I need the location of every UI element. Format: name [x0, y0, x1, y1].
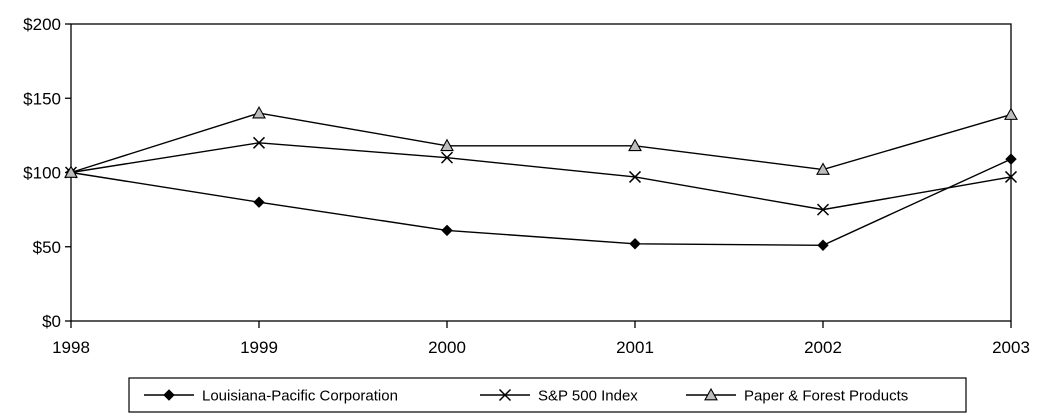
x-tick-label: 2002	[804, 338, 842, 357]
series-line	[70, 142, 1012, 211]
legend-entry: S&P 500 Index	[480, 388, 638, 405]
x-tick-label: 2001	[616, 338, 654, 357]
data-point	[253, 196, 265, 208]
legend: Louisiana-Pacific Corporation S&P 500 Ind…	[128, 377, 967, 413]
y-axis-ticks: $0 $50 $100 $150 $200	[23, 15, 71, 331]
data-point	[64, 165, 78, 178]
data-point	[1005, 153, 1017, 165]
x-tick-label: 2003	[992, 338, 1030, 357]
data-point	[816, 203, 830, 216]
series-line	[70, 112, 1012, 174]
data-point	[1004, 170, 1018, 183]
y-tick-label: $0	[42, 312, 61, 331]
data-point	[628, 170, 642, 183]
data-point	[628, 138, 642, 152]
data-point	[440, 151, 454, 164]
y-tick-label: $50	[33, 238, 61, 257]
x-tick-label: 2000	[428, 338, 466, 357]
x-tick-label: 1998	[52, 338, 90, 357]
data-point	[629, 238, 641, 250]
y-tick-label: $150	[23, 89, 61, 108]
y-tick-label: $100	[23, 164, 61, 183]
series-x	[64, 136, 1018, 216]
data-point	[1004, 107, 1018, 120]
series-line	[70, 158, 1012, 246]
legend-entry: Paper & Forest Products	[686, 388, 908, 405]
data-point	[441, 224, 453, 237]
data-point	[252, 105, 266, 119]
legend-marker	[498, 388, 512, 402]
data-point	[816, 162, 830, 175]
legend-marker	[163, 389, 175, 401]
series-diamond	[65, 153, 1017, 251]
x-tick-label: 1999	[240, 338, 278, 357]
data-point	[817, 239, 829, 251]
data-point	[440, 138, 454, 152]
axes	[70, 23, 1012, 322]
data-point	[252, 136, 266, 149]
x-axis-ticks: 1998 1999 2000 2001 2002 2003	[52, 321, 1030, 357]
legend-marker	[704, 387, 718, 401]
series-layer	[64, 105, 1018, 251]
legend-entry: Louisiana-Pacific Corporation	[144, 388, 398, 405]
series-triangle	[64, 105, 1018, 178]
legend-label: Louisiana-Pacific Corporation	[202, 388, 398, 405]
legend-box	[128, 377, 967, 413]
legend-label: Paper & Forest Products	[744, 388, 908, 405]
legend-label: S&P 500 Index	[538, 388, 638, 405]
y-tick-label: $200	[23, 15, 61, 34]
plot-area-frame	[70, 23, 1012, 322]
